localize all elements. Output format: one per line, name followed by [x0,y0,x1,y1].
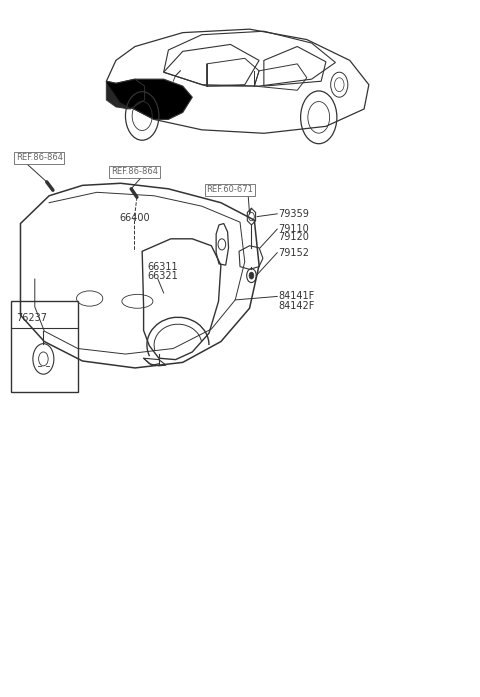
Text: 79152: 79152 [278,247,309,258]
Text: REF.86-864: REF.86-864 [16,153,63,162]
Text: 79120: 79120 [278,232,309,243]
Text: 84142F: 84142F [278,301,314,311]
Text: 76237: 76237 [16,313,47,323]
Text: 66311: 66311 [147,261,178,272]
Polygon shape [107,79,144,109]
Circle shape [249,272,254,279]
Text: 84141F: 84141F [278,291,314,301]
Text: 66400: 66400 [120,213,150,223]
Text: 79110: 79110 [278,224,309,234]
Text: 66321: 66321 [147,271,178,282]
Text: REF.60-671: REF.60-671 [206,185,253,194]
Text: 79359: 79359 [278,209,309,219]
Text: REF.86-864: REF.86-864 [111,167,158,176]
Polygon shape [107,79,192,119]
